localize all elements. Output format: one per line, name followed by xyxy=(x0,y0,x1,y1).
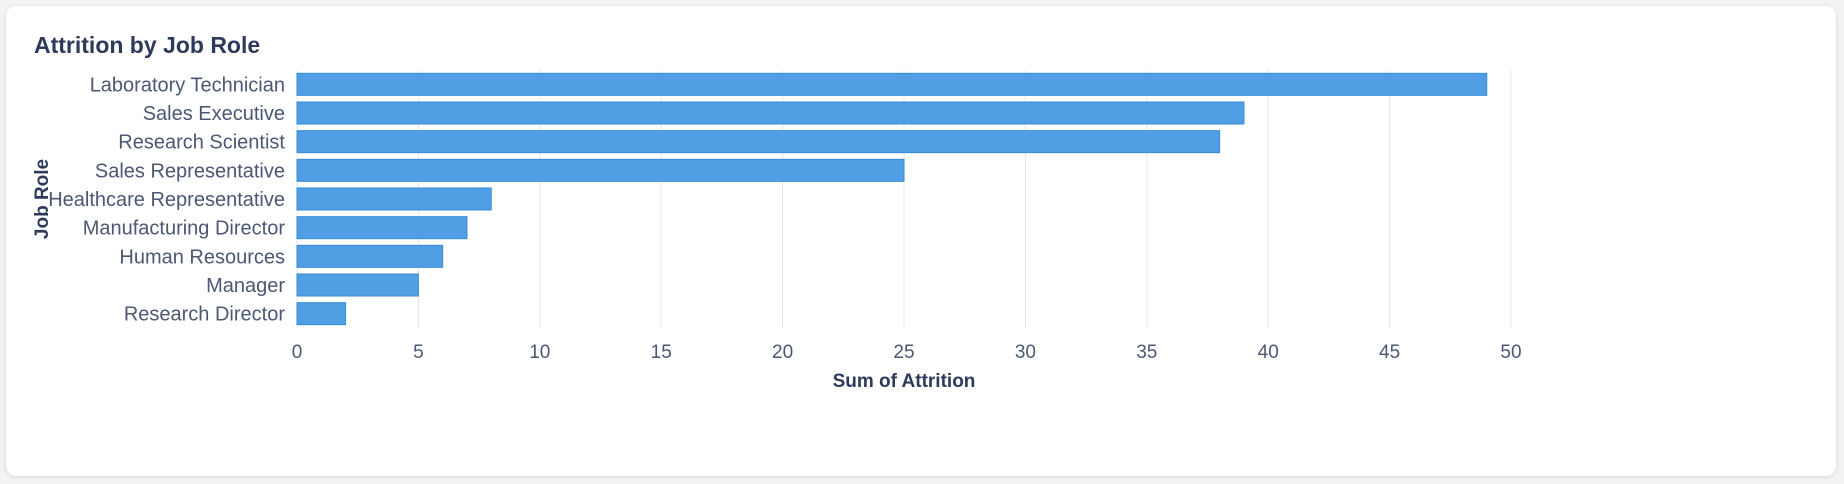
y-axis-title: Job Role xyxy=(32,159,53,239)
x-tick-labels: 0 5 10 15 20 25 30 35 40 45 50 xyxy=(292,342,1522,363)
category-label: Manufacturing Director xyxy=(83,218,286,240)
bar xyxy=(296,216,468,240)
category-label: Manager xyxy=(206,275,285,297)
bar xyxy=(296,130,1221,154)
chart-card: Attrition by Job Role Laboratory Technic… xyxy=(6,6,1836,476)
bar xyxy=(296,158,905,182)
category-label: Laboratory Technician xyxy=(90,74,285,96)
category-label: Research Scientist xyxy=(118,132,285,154)
category-label: Healthcare Representative xyxy=(48,189,285,211)
x-tick-label: 30 xyxy=(1015,342,1036,363)
chart-title: Attrition by Job Role xyxy=(34,32,261,58)
x-tick-label: 0 xyxy=(292,342,303,363)
bar xyxy=(296,72,1488,96)
bar xyxy=(296,187,492,211)
x-tick-label: 15 xyxy=(651,342,672,363)
category-label: Sales Representative xyxy=(95,160,285,182)
category-label: Human Resources xyxy=(119,246,285,268)
bar xyxy=(296,244,444,268)
x-tick-label: 20 xyxy=(772,342,793,363)
x-tick-label: 5 xyxy=(413,342,424,363)
x-tick-label: 45 xyxy=(1379,342,1400,363)
bar xyxy=(296,302,347,326)
x-axis-title: Sum of Attrition xyxy=(833,371,976,392)
x-tick-label: 10 xyxy=(529,342,550,363)
x-tick-label: 50 xyxy=(1500,342,1521,363)
bar-chart: Laboratory Technician Sales Executive Rese… xyxy=(32,70,1522,392)
category-label: Research Director xyxy=(124,304,286,326)
x-tick-label: 40 xyxy=(1258,342,1279,363)
x-tick-label: 25 xyxy=(893,342,914,363)
bar xyxy=(296,101,1245,125)
category-labels: Laboratory Technician Sales Executive Rese… xyxy=(48,74,285,325)
bar xyxy=(296,273,419,297)
bars xyxy=(296,72,1488,326)
category-label: Sales Executive xyxy=(143,103,285,125)
x-tick-label: 35 xyxy=(1136,342,1157,363)
